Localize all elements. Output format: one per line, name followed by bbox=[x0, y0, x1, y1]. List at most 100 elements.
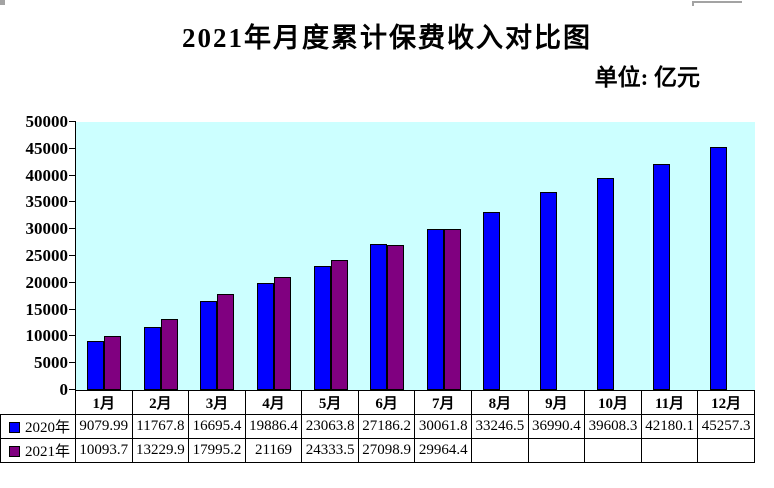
bar-group-2月 bbox=[133, 122, 190, 390]
value-2020年-1月: 9079.99 bbox=[75, 414, 133, 439]
unit-label: 单位: 亿元 bbox=[594, 65, 700, 90]
screen-crop-artifact-top-left bbox=[0, 0, 5, 5]
y-axis-label-45000: 45000 bbox=[25, 138, 69, 158]
y-axis-tick-25000 bbox=[69, 255, 76, 256]
value-2020年-5月: 23063.8 bbox=[301, 414, 359, 439]
legend-swatch-2020年 bbox=[9, 421, 20, 433]
bar-group-5月 bbox=[302, 122, 359, 390]
y-axis-tick-35000 bbox=[69, 201, 76, 203]
chart-title: 2021年月度累计保费收入对比图 bbox=[182, 23, 592, 53]
value-2020年-4月: 19886.4 bbox=[244, 414, 303, 439]
bar-group-11月 bbox=[642, 122, 699, 390]
y-axis-label-50000: 50000 bbox=[25, 112, 69, 131]
legend-swatch-2021年 bbox=[9, 445, 20, 457]
bar-2021年-7月 bbox=[443, 229, 461, 390]
y-axis-tick-45000 bbox=[69, 147, 76, 149]
y-axis-label-30000: 30000 bbox=[25, 219, 69, 239]
y-axis-tick-5000 bbox=[69, 362, 76, 364]
month-header-8月: 8月 bbox=[471, 390, 529, 415]
value-2020年-12月: 45257.3 bbox=[697, 414, 755, 439]
data-table: 1月 2月 3月 4月 5月 6月 7月 8月 9月 10月 11月 12月 2020年 9079.99 1… bbox=[0, 390, 755, 463]
y-axis-label-10000: 10000 bbox=[25, 326, 69, 346]
bar-group-9月 bbox=[529, 122, 586, 390]
y-axis-label-5000: 5000 bbox=[34, 353, 68, 373]
y-axis-label-35000: 35000 bbox=[25, 192, 69, 212]
value-2021年-6月: 27098.9 bbox=[357, 438, 416, 463]
bar-2020年-2月 bbox=[143, 327, 161, 390]
value-2021年-8月 bbox=[471, 438, 529, 463]
bar-2020年-5月 bbox=[313, 266, 331, 390]
table-row-2020年: 2020年 9079.99 11767.8 16695.4 19886.4 23063.8… bbox=[0, 414, 755, 439]
value-2021年-10月 bbox=[584, 438, 642, 463]
y-axis-tick-15000 bbox=[69, 308, 76, 310]
value-2021年-9月 bbox=[527, 438, 586, 463]
bar-group-8月 bbox=[472, 122, 529, 390]
value-2020年-7月: 30061.8 bbox=[414, 414, 473, 439]
month-header-2月: 2月 bbox=[131, 390, 190, 415]
y-axis-tick-0 bbox=[69, 389, 76, 390]
bar-2020年-1月 bbox=[87, 341, 105, 390]
y-axis-tick-10000 bbox=[69, 335, 76, 337]
bar-2020年-7月 bbox=[426, 229, 444, 390]
month-header-5月: 5月 bbox=[301, 390, 359, 415]
bar-2020年-9月 bbox=[539, 192, 557, 390]
bar-2021年-6月 bbox=[387, 245, 405, 390]
month-header-12月: 12月 bbox=[697, 390, 755, 415]
month-header-1月: 1月 bbox=[75, 390, 133, 415]
value-2020年-11月: 42180.1 bbox=[640, 414, 699, 439]
value-2021年-12月 bbox=[697, 438, 755, 463]
value-2020年-3月: 16695.4 bbox=[188, 414, 246, 439]
value-2021年-11月 bbox=[640, 438, 699, 463]
bar-group-4月 bbox=[246, 122, 303, 390]
bar-2021年-2月 bbox=[160, 319, 178, 390]
y-axis-tick-20000 bbox=[69, 281, 76, 283]
value-2021年-1月: 10093.7 bbox=[75, 438, 133, 463]
bar-2020年-3月 bbox=[200, 301, 218, 390]
month-header-4月: 4月 bbox=[244, 390, 303, 415]
table-row-2021年: 2021年 10093.7 13229.9 17995.2 21169 24333.5 27… bbox=[0, 438, 755, 463]
bar-group-10月 bbox=[585, 122, 642, 390]
bar-2021年-4月 bbox=[274, 277, 292, 390]
value-2020年-6月: 27186.2 bbox=[357, 414, 416, 439]
screen-crop-artifact-top-right bbox=[692, 1, 742, 3]
y-axis-label-20000: 20000 bbox=[25, 272, 69, 292]
bar-group-3月 bbox=[189, 122, 246, 390]
legend-label-2021年: 2021年 bbox=[0, 438, 76, 463]
y-axis-tick-50000 bbox=[69, 121, 76, 122]
y-axis-tick-40000 bbox=[69, 174, 76, 176]
legend-label-2020年: 2020年 bbox=[0, 414, 76, 439]
bar-group-7月 bbox=[416, 122, 473, 390]
bar-group-6月 bbox=[359, 122, 416, 390]
bar-group-12月 bbox=[698, 122, 755, 390]
month-header-9月: 9月 bbox=[527, 390, 586, 415]
bar-2020年-10月 bbox=[596, 178, 614, 390]
month-header-3月: 3月 bbox=[188, 390, 246, 415]
plot-area bbox=[69, 121, 755, 391]
month-header-7月: 7月 bbox=[414, 390, 473, 415]
value-2021年-3月: 17995.2 bbox=[188, 438, 246, 463]
bar-2021年-1月 bbox=[104, 336, 122, 390]
screen-crop-artifact-top-right-tick bbox=[692, 1, 694, 6]
value-2020年-8月: 33246.5 bbox=[471, 414, 529, 439]
y-axis-label-25000: 25000 bbox=[25, 246, 69, 265]
bar-2021年-3月 bbox=[217, 294, 235, 390]
y-axis-label-15000: 15000 bbox=[25, 299, 69, 319]
value-2020年-10月: 39608.3 bbox=[584, 414, 642, 439]
bar-2020年-11月 bbox=[653, 164, 671, 390]
value-2020年-9月: 36990.4 bbox=[527, 414, 586, 439]
month-header-6月: 6月 bbox=[357, 390, 416, 415]
month-header-10月: 10月 bbox=[584, 390, 642, 415]
bar-2020年-8月 bbox=[483, 212, 501, 390]
bar-2020年-12月 bbox=[709, 147, 727, 390]
bar-group-1月 bbox=[76, 122, 133, 390]
value-2021年-5月: 24333.5 bbox=[301, 438, 359, 463]
table-header-row: 1月 2月 3月 4月 5月 6月 7月 8月 9月 10月 11月 12月 bbox=[1, 390, 755, 415]
value-2021年-2月: 13229.9 bbox=[131, 438, 190, 463]
bar-2020年-4月 bbox=[257, 283, 275, 390]
value-2021年-7月: 29964.4 bbox=[414, 438, 473, 463]
y-axis-label-0: 0 bbox=[59, 380, 69, 399]
bar-2021年-5月 bbox=[330, 260, 348, 390]
value-2020年-2月: 11767.8 bbox=[131, 414, 190, 439]
bar-2020年-6月 bbox=[370, 244, 388, 390]
